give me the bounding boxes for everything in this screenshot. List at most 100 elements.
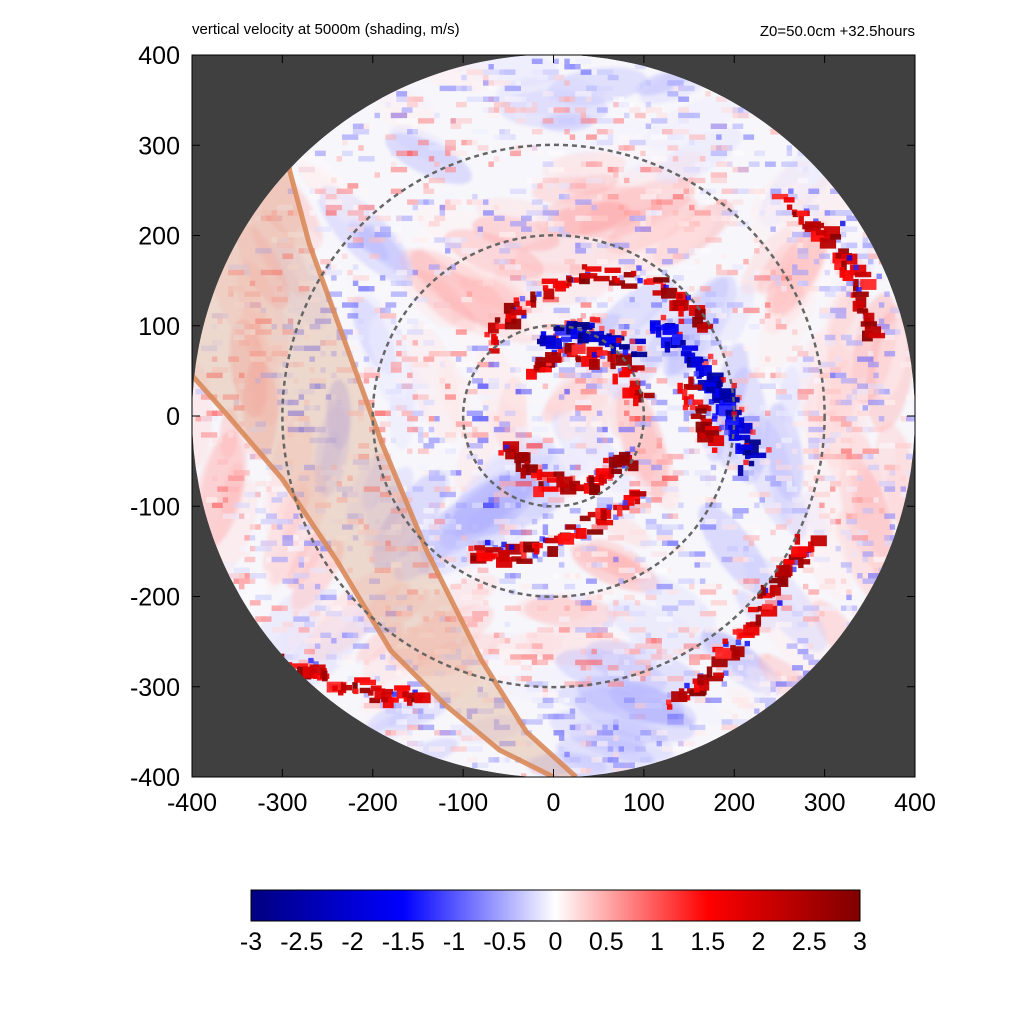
velocity-cell — [233, 378, 239, 384]
velocity-cell — [466, 80, 473, 86]
velocity-cell — [385, 388, 402, 395]
velocity-cell — [396, 215, 413, 222]
velocity-field — [192, 55, 915, 777]
velocity-cell — [493, 204, 500, 211]
velocity-cell — [705, 627, 722, 633]
velocity-cell — [607, 665, 619, 671]
velocity-cell — [238, 551, 250, 557]
velocity-cell — [396, 91, 408, 97]
velocity-cell — [591, 69, 597, 75]
updraft-cell — [530, 291, 536, 303]
velocity-cell — [613, 96, 624, 102]
updraft-cell — [573, 322, 590, 328]
velocity-cell — [623, 112, 630, 119]
velocity-cell — [211, 356, 218, 362]
velocity-cell — [282, 416, 294, 422]
velocity-cell — [466, 96, 484, 102]
velocity-cell — [266, 215, 283, 222]
velocity-cell — [412, 193, 418, 200]
x-tick-label: 300 — [804, 789, 846, 817]
updraft-cell — [588, 359, 600, 370]
velocity-cell — [634, 573, 652, 579]
velocity-cell — [450, 351, 467, 357]
velocity-cell — [493, 416, 500, 422]
downdraft-cell — [629, 446, 636, 452]
velocity-cell — [260, 215, 272, 222]
velocity-cell — [613, 719, 619, 725]
velocity-cell — [520, 226, 532, 232]
velocity-cell — [613, 556, 619, 563]
velocity-cell — [407, 129, 418, 135]
velocity-cell — [754, 269, 760, 276]
velocity-cell — [249, 356, 267, 362]
velocity-cell — [645, 665, 652, 671]
velocity-cell — [483, 80, 489, 86]
updraft-cell — [738, 448, 744, 454]
velocity-cell — [325, 193, 337, 200]
velocity-cell — [244, 291, 261, 297]
velocity-cell — [645, 188, 662, 194]
velocity-cell — [824, 340, 836, 346]
velocity-cell — [369, 529, 380, 536]
velocity-cell — [689, 204, 695, 211]
velocity-cell — [569, 443, 576, 449]
velocity-cell — [764, 313, 771, 319]
velocity-cell — [732, 697, 749, 704]
velocity-cell — [645, 497, 652, 503]
downdraft-cell — [731, 411, 737, 417]
updraft-cell — [515, 461, 522, 472]
velocity-cell — [488, 757, 500, 763]
updraft-cell — [352, 682, 358, 693]
updraft-cell — [604, 336, 622, 348]
velocity-cell — [748, 540, 755, 546]
velocity-cell — [651, 697, 662, 704]
velocity-cell — [493, 258, 511, 265]
velocity-cell — [260, 518, 277, 525]
velocity-cell — [656, 616, 673, 622]
velocity-cell — [553, 58, 559, 65]
velocity-cell — [401, 334, 408, 341]
velocity-cell — [428, 177, 446, 184]
velocity-cell — [694, 340, 700, 346]
updraft-cell — [581, 264, 588, 270]
velocity-cell — [830, 399, 841, 406]
velocity-cell — [575, 199, 592, 205]
velocity-cell — [271, 296, 288, 303]
velocity-cell — [629, 448, 646, 454]
velocity-cell — [846, 302, 852, 308]
velocity-cell — [672, 183, 690, 189]
velocity-cell — [466, 453, 478, 460]
updraft-cell — [579, 515, 591, 522]
velocity-cell — [797, 253, 809, 259]
velocity-cell — [802, 605, 820, 611]
velocity-cell — [781, 318, 787, 324]
velocity-cell — [423, 713, 435, 720]
velocity-cell — [558, 367, 576, 373]
velocity-cell — [504, 264, 521, 270]
velocity-cell — [298, 627, 310, 633]
velocity-cell — [846, 567, 852, 574]
velocity-cell — [347, 675, 353, 682]
velocity-cell — [461, 757, 467, 763]
velocity-cell — [759, 405, 771, 411]
velocity-cell — [586, 730, 603, 736]
velocity-cell — [564, 166, 581, 173]
velocity-cell — [347, 210, 364, 216]
velocity-cell — [276, 464, 294, 471]
velocity-cell — [743, 307, 760, 314]
velocity-cell — [857, 540, 863, 546]
velocity-cell — [412, 665, 418, 671]
downdraft-cell — [663, 284, 669, 291]
velocity-cell — [819, 583, 836, 590]
velocity-cell — [678, 524, 684, 530]
velocity-cell — [271, 627, 288, 633]
updraft-cell — [540, 471, 557, 478]
velocity-cell — [629, 296, 635, 303]
updraft-cell — [359, 679, 376, 686]
velocity-cell — [727, 302, 744, 308]
velocity-cell — [748, 188, 765, 194]
velocity-cell — [298, 524, 315, 530]
velocity-cell — [623, 323, 630, 330]
velocity-cell — [759, 567, 776, 574]
downdraft-cell — [703, 360, 710, 367]
